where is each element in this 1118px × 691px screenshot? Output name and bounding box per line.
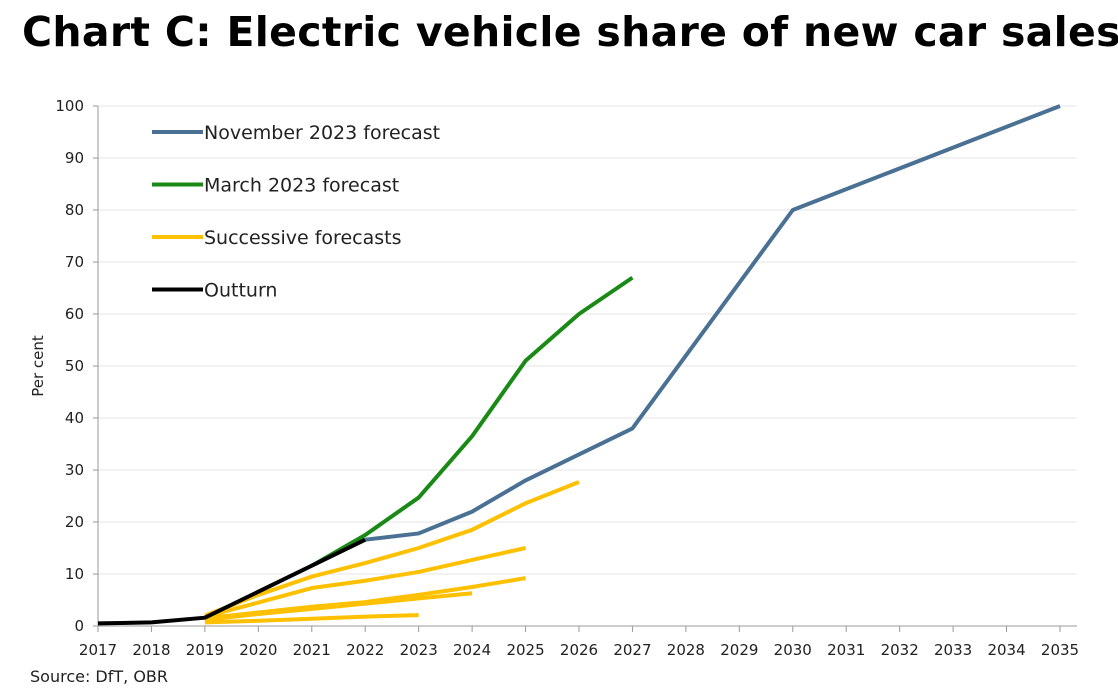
x-tick-label: 2024 [453, 641, 491, 659]
x-tick-label: 2020 [239, 641, 277, 659]
x-tick-label: 2017 [79, 641, 117, 659]
x-tick-label: 2029 [720, 641, 758, 659]
y-tick-label: 0 [74, 617, 84, 635]
y-tick-label: 70 [65, 253, 84, 271]
series-line-successive-forecasts [204, 613, 419, 625]
x-tick-label: 2026 [560, 641, 598, 659]
x-tick-label: 2021 [293, 641, 331, 659]
y-tick-label: 10 [65, 565, 84, 583]
legend-label: Outturn [204, 280, 277, 302]
legend-label: November 2023 forecast [204, 122, 440, 144]
y-tick-label: 90 [65, 149, 84, 167]
y-tick-label: 60 [65, 305, 84, 323]
legend-label: Successive forecasts [204, 227, 401, 249]
y-tick-label: 100 [55, 97, 84, 115]
x-tick-label: 2030 [774, 641, 812, 659]
series-line-outturn [97, 537, 367, 626]
y-tick-label: 20 [65, 513, 84, 531]
y-tick-label: 30 [65, 461, 84, 479]
legend-label: March 2023 forecast [204, 175, 399, 197]
x-tick-label: 2034 [987, 641, 1025, 659]
x-tick-label: 2032 [881, 641, 919, 659]
x-tick-label: 2023 [400, 641, 438, 659]
series-line-successive-forecasts [204, 546, 526, 619]
y-tick-label: 50 [65, 357, 84, 375]
x-tick-label: 2027 [613, 641, 651, 659]
series-line-november-2023-forecast [364, 104, 1061, 542]
x-tick-label: 2033 [934, 641, 972, 659]
chart-title: Chart C: Electric vehicle share of new c… [22, 8, 1118, 56]
series-line-successive-forecasts [204, 576, 526, 621]
y-tick-label: 80 [65, 201, 84, 219]
x-tick-label: 2031 [827, 641, 865, 659]
x-tick-label: 2019 [186, 641, 224, 659]
series-line-successive-forecasts [204, 480, 580, 618]
series-line-march-2023-forecast [310, 275, 634, 568]
x-tick-label: 2025 [506, 641, 544, 659]
chart-source: Source: DfT, OBR [30, 667, 169, 686]
x-tick-label: 2035 [1041, 641, 1079, 659]
y-axis-label: Per cent [29, 335, 47, 397]
y-tick-label: 40 [65, 409, 84, 427]
x-tick-label: 2018 [132, 641, 170, 659]
x-tick-label: 2022 [346, 641, 384, 659]
x-tick-label: 2028 [667, 641, 705, 659]
